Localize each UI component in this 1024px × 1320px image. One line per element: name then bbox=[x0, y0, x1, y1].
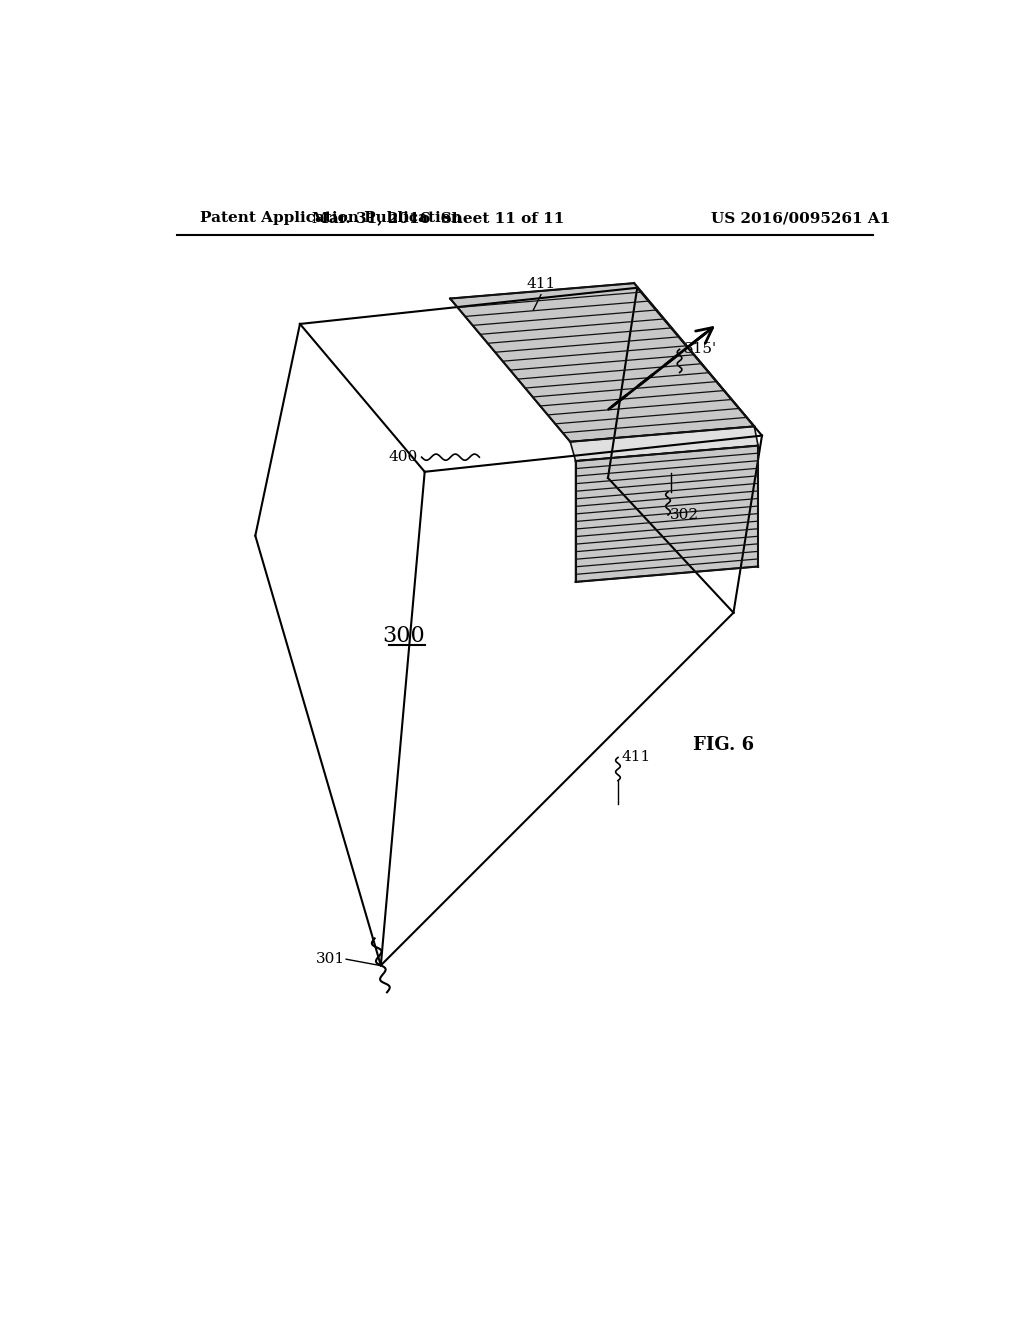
Text: FIG. 6: FIG. 6 bbox=[692, 737, 754, 754]
Polygon shape bbox=[570, 426, 758, 461]
Text: 411: 411 bbox=[526, 277, 556, 290]
Text: 302: 302 bbox=[670, 508, 698, 521]
Polygon shape bbox=[575, 446, 758, 582]
Text: 300: 300 bbox=[383, 624, 425, 647]
Text: Mar. 31, 2016  Sheet 11 of 11: Mar. 31, 2016 Sheet 11 of 11 bbox=[312, 211, 565, 226]
Text: 301: 301 bbox=[315, 952, 345, 966]
Text: 400: 400 bbox=[388, 450, 418, 465]
Text: US 2016/0095261 A1: US 2016/0095261 A1 bbox=[711, 211, 890, 226]
Text: Patent Application Publication: Patent Application Publication bbox=[200, 211, 462, 226]
Polygon shape bbox=[451, 284, 755, 442]
Text: 411: 411 bbox=[622, 751, 651, 764]
Text: 315': 315' bbox=[683, 342, 717, 356]
